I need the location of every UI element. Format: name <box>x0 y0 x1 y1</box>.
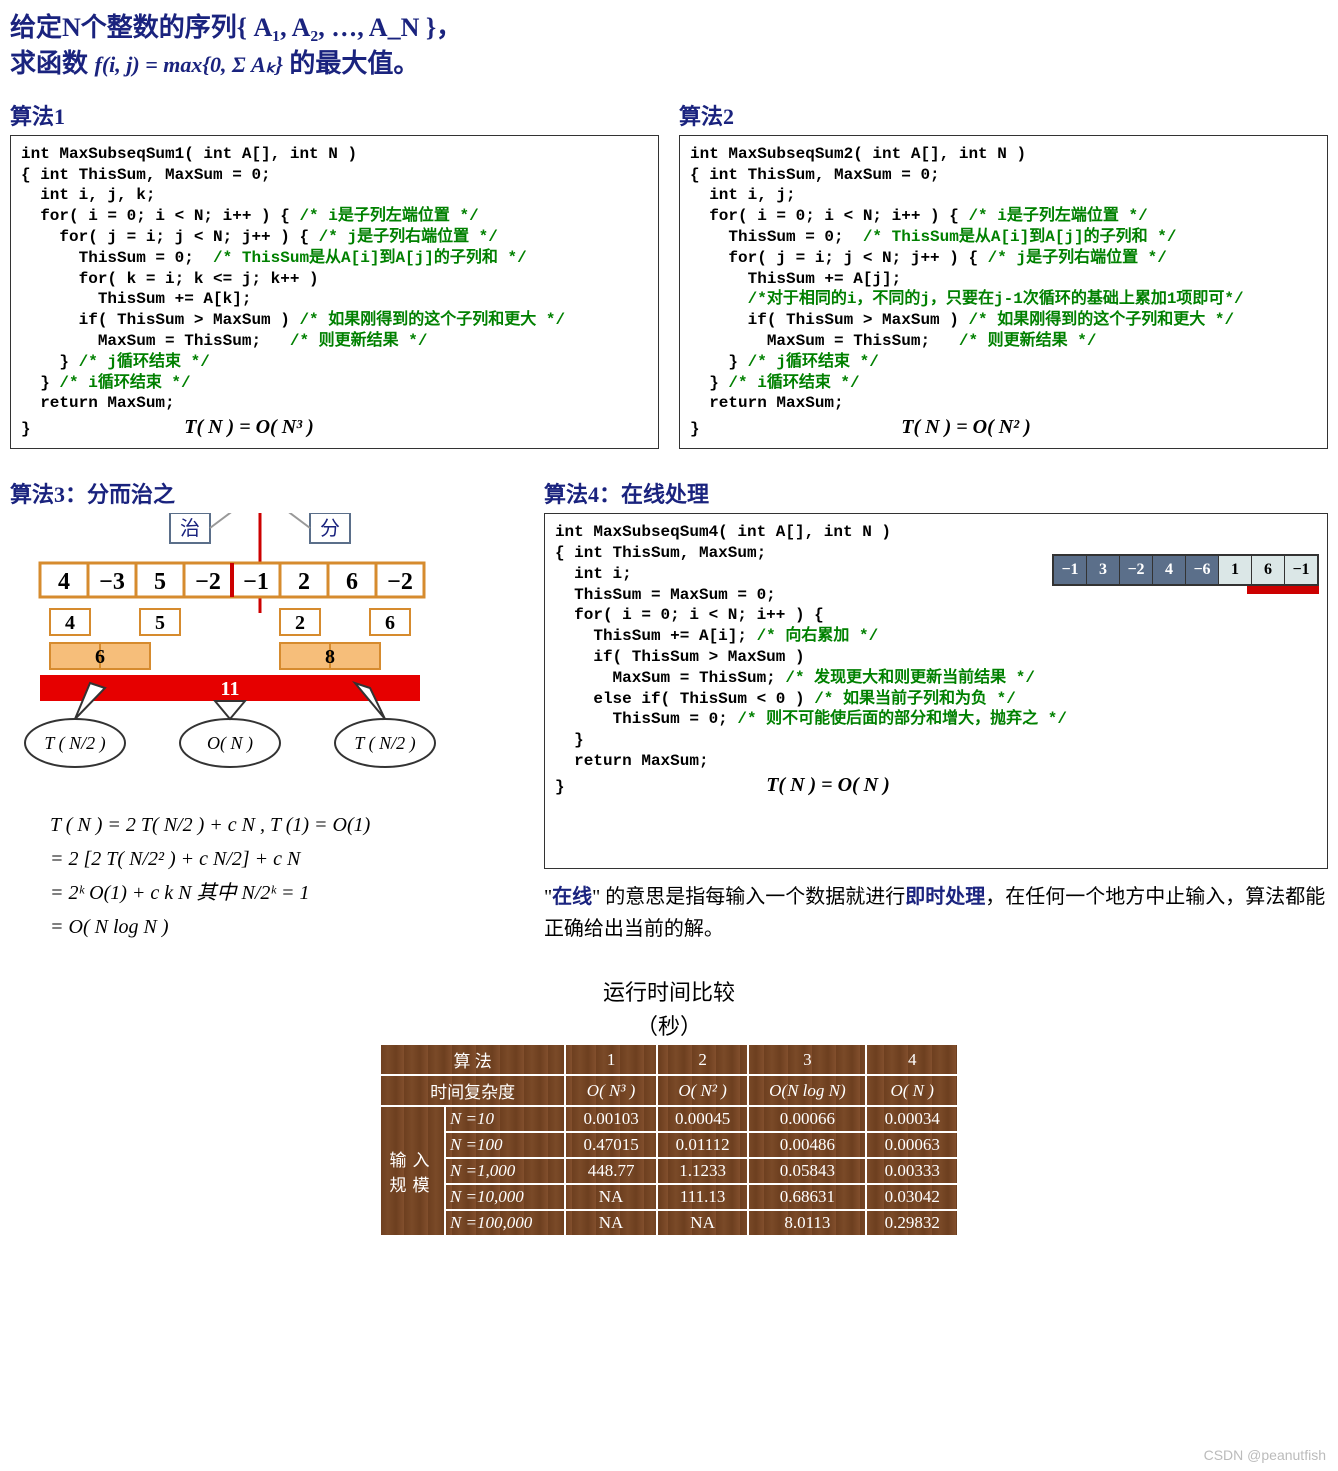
algo2-code: int MaxSubseqSum2( int A[], int N ) { in… <box>679 135 1328 449</box>
svg-text:2: 2 <box>298 569 310 595</box>
algo4-explanation: "在线" 的意思是指每输入一个数据就进行即时处理，在任何一个地方中止输入，算法都… <box>544 881 1328 945</box>
algo4-complexity: T( N ) = O( N ) <box>766 774 890 796</box>
problem-title: 给定N个整数的序列{ A₁, A₂, …, A_N }， 求函数 f(i, j)… <box>10 10 1328 83</box>
algo1-complexity: T( N ) = O( N³ ) <box>184 416 314 438</box>
algo1-title: 算法1 <box>10 99 659 131</box>
algo4-example-sequence: −13−24−616−1 <box>1052 554 1319 586</box>
algo2-title: 算法2 <box>679 99 1328 131</box>
svg-text:−2: −2 <box>195 569 221 595</box>
svg-text:T ( N/2 ): T ( N/2 ) <box>44 733 105 754</box>
svg-text:4: 4 <box>58 569 70 595</box>
svg-text:−1: −1 <box>243 569 269 595</box>
svg-text:2: 2 <box>295 612 305 634</box>
svg-text:6: 6 <box>385 612 395 634</box>
comparison-section: 运行时间比较 （秒） 算 法 1234 时间复杂度 O( N³ ) O( N² … <box>379 975 959 1237</box>
algo1-code: int MaxSubseqSum1( int A[], int N ) { in… <box>10 135 659 449</box>
svg-text:8: 8 <box>325 646 335 668</box>
algo2-complexity: T( N ) = O( N² ) <box>901 416 1031 438</box>
comparison-table: 算 法 1234 时间复杂度 O( N³ ) O( N² ) O(N log N… <box>379 1043 959 1237</box>
svg-text:6: 6 <box>346 569 358 595</box>
svg-text:T ( N/2 ): T ( N/2 ) <box>354 733 415 754</box>
algo4-title: 算法4：在线处理 <box>544 477 1328 509</box>
svg-text:分: 分 <box>320 517 340 540</box>
svg-text:−2: −2 <box>387 569 413 595</box>
watermark: CSDN @peanutfish <box>1204 1447 1326 1463</box>
svg-text:11: 11 <box>221 678 240 700</box>
svg-text:6: 6 <box>95 646 105 668</box>
algo4-code: int MaxSubseqSum4( int A[], int N ) { in… <box>544 513 1328 869</box>
svg-text:5: 5 <box>155 612 165 634</box>
algo3-math: T ( N ) = 2 T( N/2 ) + c N , T (1) = O(1… <box>50 808 524 944</box>
svg-text:4: 4 <box>65 612 75 634</box>
algo3-diagram: 治 分 4 −3 5 −2 −1 2 6 −2 4 5 2 6 6 8 11 T ( N/2 ) <box>10 513 490 793</box>
svg-text:−3: −3 <box>99 569 125 595</box>
algo3-title: 算法3：分而治之 <box>10 477 524 509</box>
svg-text:治: 治 <box>180 517 200 540</box>
algo4-example-underline <box>1247 586 1319 594</box>
svg-text:5: 5 <box>154 569 166 595</box>
svg-text:O( N ): O( N ) <box>207 733 253 754</box>
